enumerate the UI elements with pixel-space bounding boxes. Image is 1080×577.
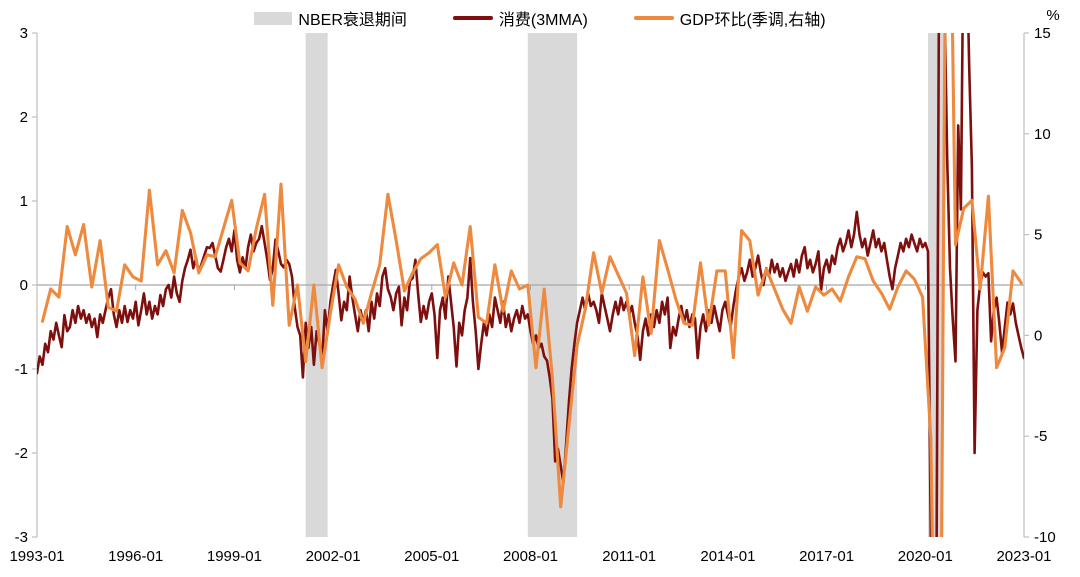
x-axis-tick-label: 2020-01 [898,548,953,565]
left-axis-tick-label: 0 [20,277,28,294]
left-axis-tick-label: 3 [20,25,28,42]
x-axis-tick-label: 2005-01 [404,548,459,565]
legend-label-gdp: GDP环比(季调,右轴) [679,12,826,29]
series-lines [37,33,1024,537]
legend-label-nber: NBER衰退期间 [298,12,407,29]
consumption-line-swatch [452,16,493,20]
x-axis-tick-label: 1993-01 [9,548,64,565]
gdp-line-swatch [633,16,674,20]
right-axis-tick-label: 10 [1034,126,1051,143]
legend-item-gdp: GDP环比(季调,右轴) [633,6,826,30]
left-axis-tick-label: -3 [15,529,28,546]
x-axis-tick-label: 2014-01 [700,548,755,565]
x-axis-tick-label: 2011-01 [602,548,656,565]
x-axis-tick-label: 1999-01 [207,548,262,565]
right-axis-unit-label: % [1046,7,1059,24]
right-axis-tick-label: 15 [1034,25,1051,42]
right-axis-tick-label: -5 [1034,428,1047,445]
x-axis-tick-label: 2017-01 [799,548,854,565]
left-axis-tick-label: -2 [15,445,28,462]
legend-item-nber-band: NBER衰退期间 [254,6,407,30]
left-axis-tick-label: 1 [20,193,28,210]
right-axis-tick-label: 5 [1034,227,1042,244]
x-axis-tick-label: 2023-01 [996,548,1051,565]
x-axis-tick-label: 2008-01 [503,548,558,565]
legend-item-consumption: 消费(3MMA) [452,6,588,30]
left-axis-tick-label: -1 [15,361,28,378]
legend: NBER衰退期间 消费(3MMA) GDP环比(季调,右轴) [0,6,1080,30]
legend-label-consumption: 消费(3MMA) [498,12,588,29]
left-axis-tick-label: 2 [20,109,28,126]
x-axis-tick-label: 2002-01 [306,548,361,565]
recession-band-swatch [254,11,293,25]
x-axis-tick-label: 1996-01 [108,548,163,565]
right-axis-tick-label: 0 [1034,327,1042,344]
right-axis-tick-label: -10 [1034,529,1056,546]
gdp-line [40,33,1023,537]
